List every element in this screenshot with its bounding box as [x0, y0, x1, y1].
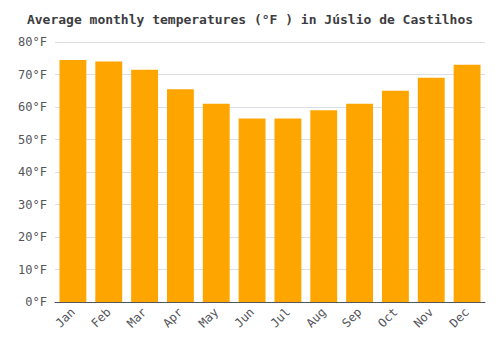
svg-text:60°F: 60°F	[18, 100, 47, 114]
svg-text:Mar: Mar	[124, 305, 149, 330]
svg-text:Aug: Aug	[303, 305, 328, 330]
svg-text:Nov: Nov	[411, 305, 436, 330]
svg-text:50°F: 50°F	[18, 133, 47, 147]
svg-text:10°F: 10°F	[18, 263, 47, 277]
svg-text:Dec: Dec	[447, 305, 472, 330]
svg-text:May: May	[196, 305, 221, 330]
svg-text:Feb: Feb	[88, 305, 113, 330]
svg-text:Average monthly temperatures (: Average monthly temperatures (°F ) in Jú…	[27, 12, 473, 27]
svg-text:Sep: Sep	[339, 305, 364, 330]
svg-text:80°F: 80°F	[18, 35, 47, 49]
svg-text:Jan: Jan	[53, 305, 78, 330]
svg-text:Jul: Jul	[268, 305, 293, 330]
svg-text:20°F: 20°F	[18, 230, 47, 244]
svg-text:Apr: Apr	[160, 305, 185, 330]
svg-text:70°F: 70°F	[18, 68, 47, 82]
svg-text:0°F: 0°F	[25, 295, 47, 309]
svg-text:Oct: Oct	[375, 305, 400, 330]
svg-text:30°F: 30°F	[18, 198, 47, 212]
svg-text:40°F: 40°F	[18, 165, 47, 179]
svg-text:Jun: Jun	[232, 305, 257, 330]
